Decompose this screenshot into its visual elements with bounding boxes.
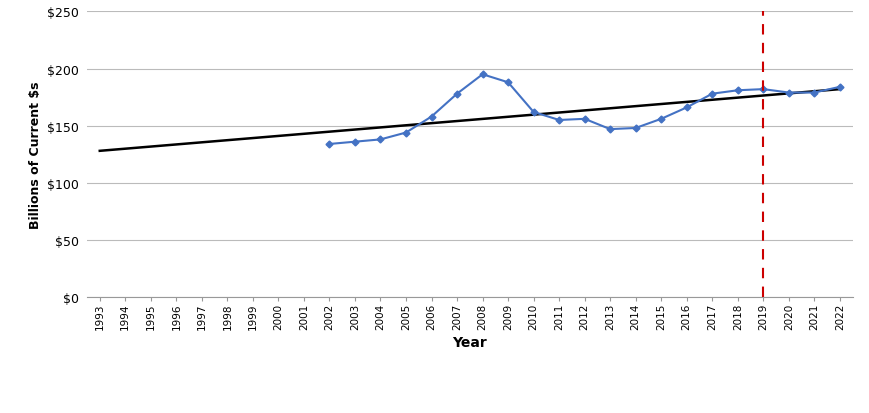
X-axis label: Year: Year [452,335,487,349]
Y-axis label: Billions of Current $s: Billions of Current $s [29,81,42,228]
